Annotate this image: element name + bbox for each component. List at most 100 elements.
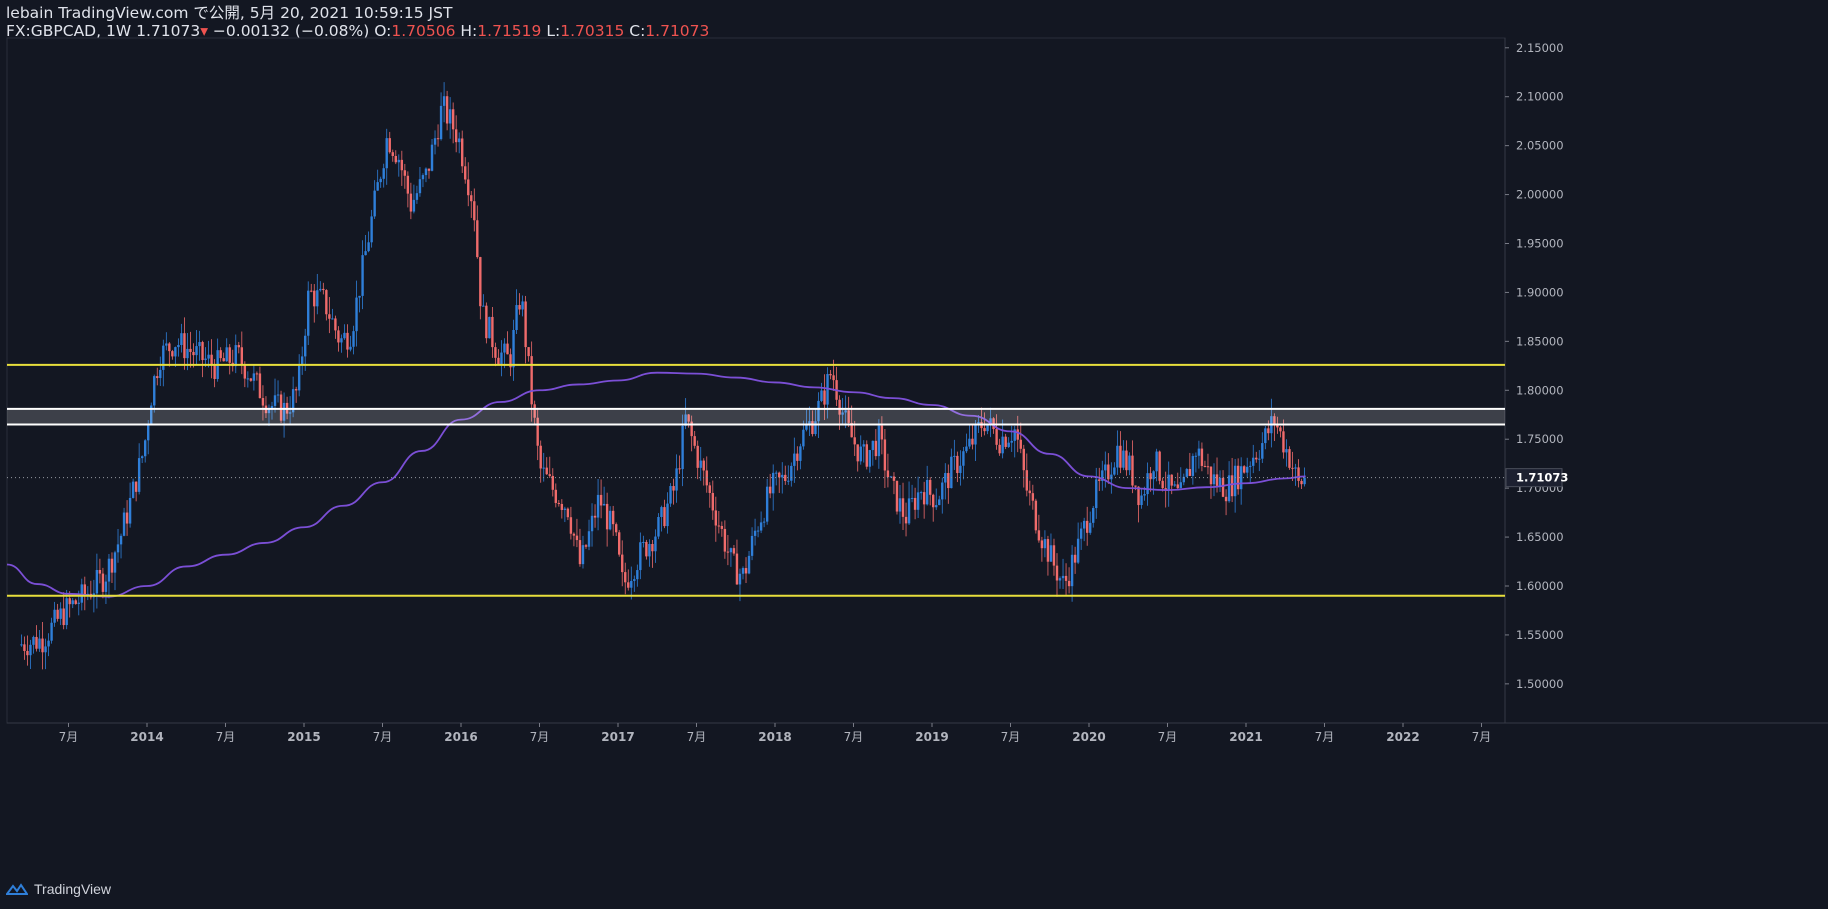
candle-body bbox=[1128, 455, 1131, 471]
time-axis: 7月 2014 7月 2015 7月 2016 7月 2017 7月 2018 7月 2019 7月 20… bbox=[59, 723, 1492, 744]
candle-body bbox=[762, 521, 766, 523]
candle-body bbox=[364, 251, 367, 256]
candle-body bbox=[1037, 530, 1041, 541]
candle-body bbox=[1119, 445, 1122, 468]
candle-body bbox=[962, 451, 965, 466]
y-tick-label: 2.15000 bbox=[1516, 41, 1564, 55]
last-price-tag bbox=[1505, 468, 1563, 488]
candle-body bbox=[781, 474, 784, 478]
candle-body bbox=[919, 492, 923, 494]
candle-body bbox=[741, 568, 745, 574]
price-change: −0.00132 (−0.08%) bbox=[212, 22, 370, 40]
candle-body bbox=[201, 342, 204, 361]
candle-body bbox=[101, 573, 105, 592]
candle-body bbox=[267, 408, 271, 414]
candle-body bbox=[910, 497, 914, 499]
candle-body bbox=[989, 418, 992, 425]
candle-body bbox=[913, 497, 917, 510]
candle-body bbox=[1182, 476, 1186, 483]
candle-body bbox=[1073, 554, 1077, 563]
y-tick-label: 1.65000 bbox=[1516, 530, 1564, 544]
candle-body bbox=[732, 548, 736, 554]
candle-body bbox=[621, 554, 624, 573]
publish-info: lebain TradingView.com で公開, 5月 20, 2021 … bbox=[6, 4, 453, 22]
candle-body bbox=[237, 345, 240, 348]
candle-body bbox=[1076, 538, 1080, 563]
down-arrow-icon: ▾ bbox=[200, 22, 208, 40]
candle-body bbox=[427, 168, 431, 171]
candle-body bbox=[1215, 474, 1219, 486]
x-tick-label: 7月 bbox=[1001, 730, 1021, 744]
candle-body bbox=[859, 446, 862, 462]
candle-body bbox=[639, 542, 642, 571]
candle-body bbox=[941, 482, 944, 500]
x-tick-label: 7月 bbox=[530, 730, 550, 744]
candle-body bbox=[128, 497, 132, 524]
candle-body bbox=[1179, 482, 1182, 489]
candle-body bbox=[551, 475, 554, 490]
candle-body bbox=[687, 414, 690, 422]
candle-body bbox=[618, 532, 621, 555]
tradingview-logo[interactable]: TradingView bbox=[6, 881, 111, 897]
candle-body bbox=[633, 579, 636, 581]
candle-body bbox=[1046, 539, 1050, 562]
tradingview-logo-icon bbox=[6, 883, 28, 895]
x-tick-label: 7月 bbox=[1472, 730, 1492, 744]
candle-body bbox=[1098, 479, 1101, 481]
candle-body bbox=[1291, 467, 1294, 469]
candle-body bbox=[1040, 540, 1044, 549]
candle-body bbox=[627, 582, 630, 588]
candle-body bbox=[1218, 477, 1222, 486]
candle-body bbox=[877, 425, 881, 457]
candle-body bbox=[672, 486, 675, 491]
candle-body bbox=[20, 644, 23, 646]
candle-body bbox=[1010, 440, 1013, 443]
candle-body bbox=[246, 378, 250, 380]
candle-body bbox=[143, 440, 147, 457]
candle-body bbox=[1191, 456, 1195, 476]
candle-body bbox=[234, 345, 237, 367]
candle-body bbox=[273, 395, 277, 406]
candle-body bbox=[1019, 439, 1022, 449]
candle-body bbox=[1140, 495, 1143, 506]
candle-body bbox=[572, 533, 576, 536]
candle-body bbox=[1185, 469, 1189, 477]
candle-body bbox=[521, 301, 524, 310]
candle-body bbox=[1052, 545, 1056, 566]
candle-body bbox=[282, 402, 286, 421]
candle-body bbox=[1143, 494, 1146, 496]
candle-body bbox=[928, 479, 932, 495]
candle-body bbox=[23, 644, 26, 651]
candle-body bbox=[1294, 467, 1297, 469]
candle-body bbox=[850, 422, 853, 438]
candle-body bbox=[548, 474, 551, 476]
candle-body bbox=[415, 193, 419, 200]
candle-body bbox=[775, 472, 778, 474]
candle-body bbox=[319, 288, 322, 291]
candle-body bbox=[385, 138, 388, 169]
candle-body bbox=[198, 342, 201, 347]
x-tick-label: 7月 bbox=[59, 730, 79, 744]
candle-body bbox=[1221, 477, 1225, 497]
candle-body bbox=[584, 545, 588, 547]
candle-body bbox=[1252, 457, 1255, 466]
candle-body bbox=[560, 503, 564, 510]
candle-body bbox=[965, 446, 968, 452]
candle-body bbox=[1194, 455, 1198, 457]
x-tick-label: 2020 bbox=[1072, 730, 1105, 744]
candle-body bbox=[358, 295, 361, 298]
candle-body bbox=[1101, 470, 1104, 481]
candle-body bbox=[1200, 448, 1204, 466]
candle-body bbox=[1197, 448, 1201, 456]
candle-body bbox=[288, 412, 292, 414]
candle-body bbox=[310, 290, 313, 292]
candle-body bbox=[533, 404, 536, 418]
candle-body bbox=[799, 446, 802, 461]
candle-body bbox=[255, 373, 259, 375]
candle-body bbox=[886, 470, 890, 478]
last-price-tag-label: 1.71073 bbox=[1516, 471, 1568, 485]
candle-body bbox=[500, 352, 503, 365]
candle-body bbox=[270, 405, 274, 409]
candle-body bbox=[1188, 469, 1192, 476]
